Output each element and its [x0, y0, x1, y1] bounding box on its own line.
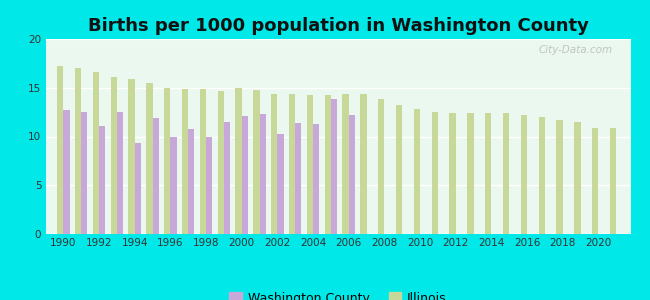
Bar — [503, 113, 509, 234]
Bar — [99, 126, 105, 234]
Bar — [63, 110, 70, 234]
Bar — [146, 83, 153, 234]
Bar — [313, 124, 319, 234]
Bar — [610, 128, 616, 234]
Bar — [378, 99, 384, 234]
Bar — [81, 112, 87, 234]
Bar — [170, 136, 177, 234]
Bar — [556, 120, 563, 234]
Bar — [331, 99, 337, 234]
Bar — [278, 134, 283, 234]
Bar — [93, 72, 99, 234]
Bar — [360, 94, 367, 234]
Bar — [592, 128, 599, 234]
Bar — [271, 94, 278, 234]
Bar — [432, 112, 438, 234]
Bar — [182, 89, 188, 234]
Bar — [164, 88, 170, 234]
Text: City-Data.com: City-Data.com — [539, 45, 613, 55]
Bar — [295, 123, 302, 234]
Bar — [153, 118, 159, 234]
Bar — [254, 90, 259, 234]
Bar — [242, 116, 248, 234]
Bar — [324, 94, 331, 234]
Bar — [449, 113, 456, 234]
Bar — [414, 109, 420, 234]
Bar — [521, 115, 527, 234]
Bar — [485, 113, 491, 234]
Bar — [307, 94, 313, 234]
Bar — [235, 88, 242, 234]
Bar — [135, 143, 141, 234]
Bar — [343, 94, 348, 234]
Legend: Washington County, Illinois: Washington County, Illinois — [224, 287, 452, 300]
Title: Births per 1000 population in Washington County: Births per 1000 population in Washington… — [88, 17, 588, 35]
Bar — [129, 79, 135, 234]
Bar — [467, 113, 474, 234]
Bar — [200, 89, 206, 234]
Bar — [575, 122, 580, 234]
Bar — [117, 112, 123, 234]
Bar — [224, 122, 230, 234]
Bar — [206, 136, 213, 234]
Bar — [218, 91, 224, 234]
Bar — [75, 68, 81, 234]
Bar — [289, 94, 295, 234]
Bar — [259, 114, 266, 234]
Bar — [396, 105, 402, 234]
Bar — [111, 77, 117, 234]
Bar — [57, 66, 63, 234]
Bar — [188, 129, 194, 234]
Bar — [348, 115, 355, 234]
Bar — [539, 117, 545, 234]
